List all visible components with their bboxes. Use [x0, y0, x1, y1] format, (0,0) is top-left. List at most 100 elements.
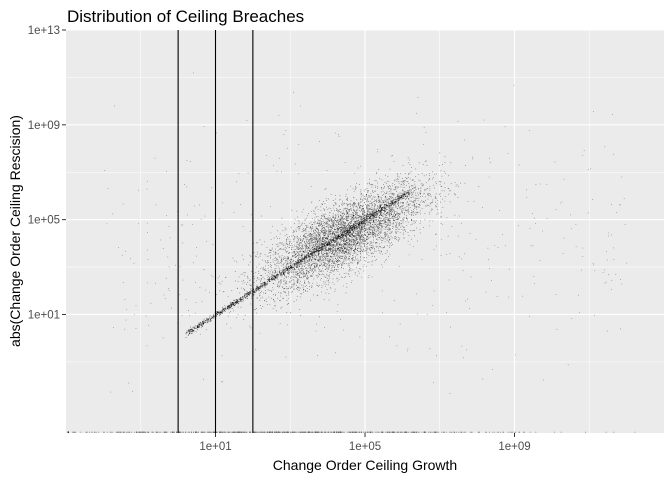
data-point [333, 233, 335, 235]
data-point [357, 250, 358, 251]
data-point [294, 237, 296, 239]
data-point [348, 258, 350, 260]
data-point [341, 228, 343, 230]
data-point [292, 276, 294, 278]
data-point [329, 219, 330, 221]
data-point [375, 214, 377, 215]
data-point [311, 286, 313, 288]
data-point [409, 188, 411, 190]
data-point [301, 270, 303, 272]
data-point [390, 208, 391, 210]
data-point [333, 274, 335, 275]
data-point [296, 263, 297, 265]
data-point [392, 244, 394, 245]
data-point [391, 242, 392, 243]
data-point [309, 227, 311, 228]
data-point [381, 195, 383, 196]
data-point [287, 244, 289, 245]
data-point [325, 265, 327, 267]
data-point [331, 263, 333, 264]
data-point [313, 278, 315, 280]
data-point [259, 299, 261, 301]
data-point [320, 259, 322, 261]
data-point [354, 210, 356, 211]
data-point [349, 211, 350, 212]
data-point [425, 196, 426, 198]
data-point [305, 242, 307, 244]
data-point [299, 253, 301, 255]
data-point [323, 233, 324, 234]
data-point [289, 282, 291, 283]
data-point [308, 239, 310, 241]
data-point [328, 234, 330, 235]
data-point [342, 250, 344, 252]
data-point [344, 258, 346, 260]
data-point [343, 241, 344, 242]
data-point [338, 259, 339, 260]
data-point [347, 218, 349, 219]
data-point [308, 233, 310, 235]
data-point [267, 277, 269, 279]
data-point [360, 210, 362, 212]
data-point [297, 220, 299, 221]
data-point [360, 257, 361, 259]
data-point [399, 216, 400, 218]
data-point [358, 204, 360, 205]
data-point [388, 218, 390, 220]
data-point [300, 277, 302, 279]
data-point [287, 245, 288, 247]
data-point [391, 196, 393, 198]
data-point [357, 208, 359, 210]
data-point [301, 259, 303, 261]
data-point [311, 253, 312, 255]
data-point [264, 300, 265, 301]
data-point [350, 204, 352, 206]
data-point [379, 238, 381, 240]
data-point [359, 215, 361, 217]
data-point [342, 222, 344, 224]
data-point [362, 208, 364, 210]
data-point [270, 266, 271, 267]
data-point [275, 270, 276, 272]
data-point [325, 226, 327, 227]
data-point [261, 267, 263, 269]
data-point [355, 219, 357, 221]
data-point [308, 259, 310, 261]
data-point [277, 243, 279, 245]
data-point [380, 212, 381, 214]
data-point [300, 263, 302, 264]
data-point [337, 234, 339, 236]
data-point [329, 261, 330, 262]
data-point [358, 243, 360, 245]
data-point [355, 238, 357, 239]
data-point [442, 207, 444, 208]
data-point [329, 258, 331, 260]
data-point [393, 210, 395, 212]
data-point [331, 269, 332, 271]
data-point [349, 209, 350, 211]
data-point [253, 294, 255, 296]
data-point [317, 229, 319, 231]
data-point [253, 252, 255, 253]
data-point [352, 255, 354, 257]
data-point [328, 226, 330, 228]
data-point [303, 235, 305, 237]
data-point [384, 237, 385, 239]
data-point [379, 223, 381, 224]
data-point [416, 195, 418, 197]
data-point [319, 233, 321, 235]
data-point [381, 218, 382, 220]
data-point [265, 298, 267, 300]
data-point [370, 203, 372, 204]
data-point [386, 226, 387, 227]
data-point [345, 251, 346, 253]
data-point [403, 192, 405, 194]
data-point [319, 236, 321, 238]
data-point [407, 157, 409, 159]
data-point [340, 238, 341, 240]
data-point [346, 220, 347, 221]
data-point [278, 281, 280, 283]
data-point [293, 251, 295, 253]
data-point [326, 250, 327, 251]
data-point [308, 250, 310, 251]
